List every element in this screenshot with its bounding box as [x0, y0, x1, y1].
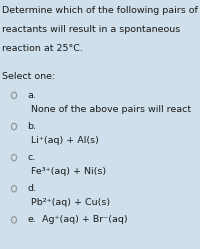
Text: None of the above pairs will react: None of the above pairs will react	[31, 105, 191, 114]
Text: Ag⁺(aq) + Br⁻(aq): Ag⁺(aq) + Br⁻(aq)	[42, 215, 128, 224]
Text: c.: c.	[27, 153, 35, 162]
Text: Li⁺(aq) + Al(s): Li⁺(aq) + Al(s)	[31, 136, 99, 145]
Text: Determine which of the following pairs of: Determine which of the following pairs o…	[2, 6, 198, 15]
Text: Fe³⁺(aq) + Ni(s): Fe³⁺(aq) + Ni(s)	[31, 167, 106, 176]
Text: b.: b.	[27, 122, 36, 131]
Text: reaction at 25°C.: reaction at 25°C.	[2, 44, 83, 53]
Text: a.: a.	[27, 91, 36, 100]
Text: d.: d.	[27, 184, 36, 193]
Text: e.: e.	[27, 215, 36, 224]
Text: reactants will result in a spontaneous: reactants will result in a spontaneous	[2, 25, 180, 34]
Text: Pb²⁺(aq) + Cu(s): Pb²⁺(aq) + Cu(s)	[31, 198, 110, 207]
Text: Select one:: Select one:	[2, 72, 55, 81]
